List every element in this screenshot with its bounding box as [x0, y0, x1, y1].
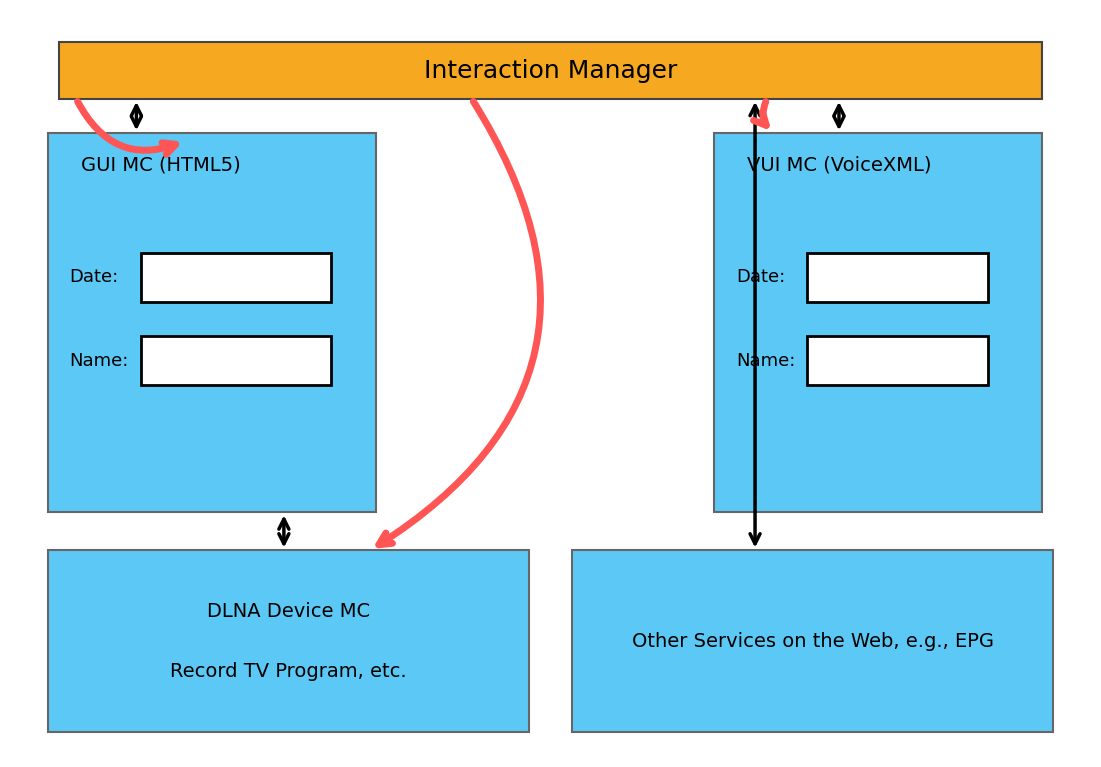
FancyBboxPatch shape — [807, 336, 988, 385]
FancyBboxPatch shape — [47, 133, 375, 512]
Text: Name:: Name: — [69, 352, 129, 370]
Text: Date:: Date: — [69, 268, 119, 286]
Text: Other Services on the Web, e.g., EPG: Other Services on the Web, e.g., EPG — [632, 632, 994, 651]
Text: Record TV Program, etc.: Record TV Program, etc. — [170, 662, 406, 681]
FancyBboxPatch shape — [47, 551, 528, 732]
FancyBboxPatch shape — [715, 133, 1043, 512]
Text: Interaction Manager: Interaction Manager — [424, 58, 677, 83]
Text: Name:: Name: — [737, 352, 796, 370]
FancyBboxPatch shape — [58, 42, 1043, 99]
Text: Date:: Date: — [737, 268, 785, 286]
FancyBboxPatch shape — [141, 252, 331, 302]
Text: GUI MC (HTML5): GUI MC (HTML5) — [80, 156, 240, 175]
Text: VUI MC (VoiceXML): VUI MC (VoiceXML) — [748, 156, 931, 175]
FancyBboxPatch shape — [141, 336, 331, 385]
Text: DLNA Device MC: DLNA Device MC — [207, 601, 370, 621]
FancyBboxPatch shape — [807, 252, 988, 302]
FancyBboxPatch shape — [573, 551, 1054, 732]
